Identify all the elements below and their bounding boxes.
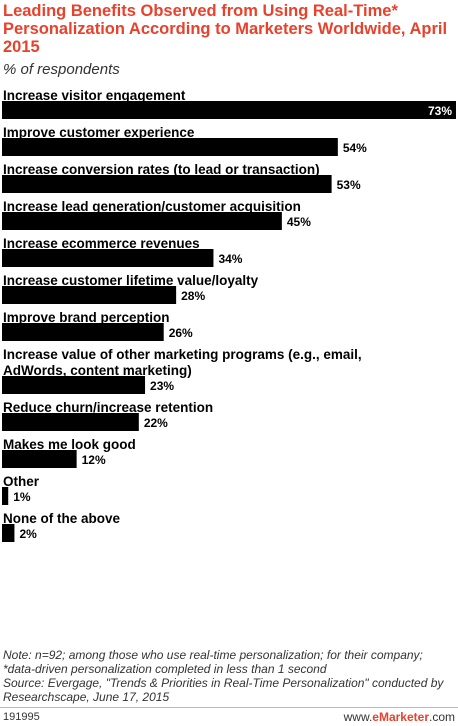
category-label: Increase value of other marketing progra… [3, 347, 362, 362]
value-label: 23% [150, 379, 174, 393]
brand-logo: www.eMarketer.com [344, 710, 455, 724]
value-label: 53% [337, 178, 361, 192]
category-label: Other [3, 474, 40, 489]
category-label: None of the above [3, 511, 121, 526]
bar-chart: Increase visitor engagement 73% Improve cu… [2, 88, 456, 542]
chart-notes: Note: n=92; among those who use real-tim… [3, 648, 455, 704]
category-label: Increase customer lifetime value/loyalty [3, 273, 259, 288]
bar [2, 413, 139, 431]
bar [2, 101, 456, 119]
category-label: AdWords, content marketing) [3, 363, 192, 378]
bar [2, 212, 282, 230]
value-label: 1% [13, 490, 31, 504]
category-label: Increase lead generation/customer acquis… [3, 199, 301, 214]
category-label: Improve customer experience [3, 125, 195, 140]
bar [2, 524, 15, 542]
value-label: 73% [428, 104, 452, 118]
value-label: 54% [343, 141, 367, 155]
brand-prefix: www. [343, 710, 373, 724]
note-text: Note: n=92; among those who use real-tim… [3, 648, 423, 676]
value-label: 34% [218, 252, 242, 266]
category-label: Improve brand perception [3, 310, 170, 325]
chart-title: Leading Benefits Observed from Using Rea… [3, 2, 448, 56]
footer-divider [0, 707, 458, 708]
value-label: 45% [287, 215, 311, 229]
bar [2, 323, 164, 341]
category-label: Increase visitor engagement [3, 88, 186, 103]
category-label: Makes me look good [3, 437, 136, 452]
category-label: Increase ecommerce revenues [3, 236, 200, 251]
category-label: Increase conversion rates (to lead or tr… [3, 162, 320, 177]
value-label: 26% [169, 326, 193, 340]
source-text: Source: Evergage, "Trends & Priorities i… [3, 676, 444, 704]
brand-name: eMarketer [372, 710, 429, 724]
bar [2, 487, 9, 505]
value-label: 2% [19, 527, 37, 541]
bar [2, 376, 146, 394]
value-label: 28% [181, 289, 205, 303]
brand-suffix: .com [428, 710, 455, 724]
bar [2, 175, 332, 193]
bar [2, 286, 177, 304]
value-label: 12% [82, 453, 106, 467]
chart-subtitle: % of respondents [3, 61, 120, 78]
bar [2, 138, 338, 156]
chart-id: 191995 [3, 711, 40, 723]
category-label: Reduce churn/increase retention [3, 400, 213, 415]
bar [2, 249, 214, 267]
bar [2, 450, 77, 468]
value-label: 22% [144, 416, 168, 430]
